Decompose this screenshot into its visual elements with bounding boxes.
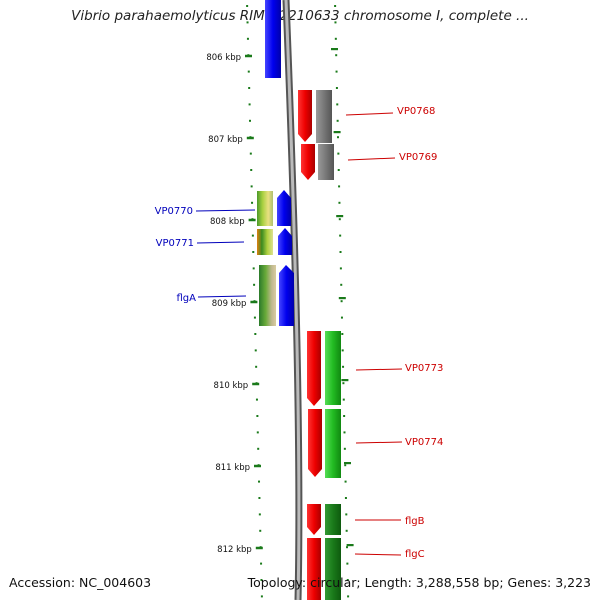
gene-leader-line	[355, 441, 403, 444]
kbp-label: 809 kbp	[212, 299, 247, 309]
gene-leader-line	[195, 209, 256, 212]
gene-label[interactable]: flgC	[405, 549, 425, 560]
gene-label[interactable]: VP0770	[155, 206, 193, 217]
gene-arrow	[278, 228, 292, 255]
gene-block	[316, 90, 332, 143]
gene-block	[325, 331, 341, 405]
gene-leader-line	[196, 241, 245, 244]
gene-label[interactable]: flgA	[177, 293, 197, 304]
topology-text: Topology: circular; Length: 3,288,558 bp…	[247, 575, 591, 590]
kbp-label: 806 kbp	[206, 53, 241, 63]
kbp-label: 811 kbp	[215, 463, 250, 473]
gene-block	[265, 0, 281, 78]
gene-arrow	[307, 504, 321, 535]
gene-arrow	[301, 144, 315, 180]
gene-label[interactable]: VP0768	[397, 106, 435, 117]
gene-block	[325, 504, 341, 535]
gene-arrow	[308, 409, 322, 477]
gene-arrow	[298, 90, 312, 142]
gene-label[interactable]: VP0774	[405, 437, 443, 448]
gene-arrow	[307, 538, 321, 600]
gene-block	[325, 538, 341, 600]
gene-features[interactable]	[257, 0, 341, 600]
kbp-label: 808 kbp	[210, 217, 245, 227]
gene-label[interactable]: VP0771	[156, 238, 194, 249]
gene-arrow	[277, 190, 291, 226]
kbp-label: 812 kbp	[217, 545, 252, 555]
gene-block	[259, 265, 276, 326]
gene-label[interactable]: VP0769	[399, 152, 437, 163]
gene-label[interactable]: VP0773	[405, 363, 443, 374]
gene-block	[257, 191, 273, 226]
gene-block	[318, 144, 334, 180]
gene-arrow	[279, 265, 294, 326]
accession-text: Accession: NC_004603	[9, 575, 152, 590]
gene-label[interactable]: flgB	[405, 516, 425, 527]
map-title: Vibrio parahaemolyticus RIMD 2210633 chr…	[71, 8, 529, 24]
gene-leader-line	[345, 112, 394, 116]
kbp-label: 807 kbp	[208, 135, 243, 145]
kbp-label: 810 kbp	[214, 381, 249, 391]
gene-leader-line	[347, 157, 396, 161]
gene-arrow	[307, 331, 321, 406]
gene-leader-line	[197, 295, 247, 298]
gene-block	[325, 409, 341, 478]
gene-leader-line	[355, 368, 403, 371]
gene-block	[257, 229, 273, 255]
gene-leader-line	[354, 553, 402, 556]
